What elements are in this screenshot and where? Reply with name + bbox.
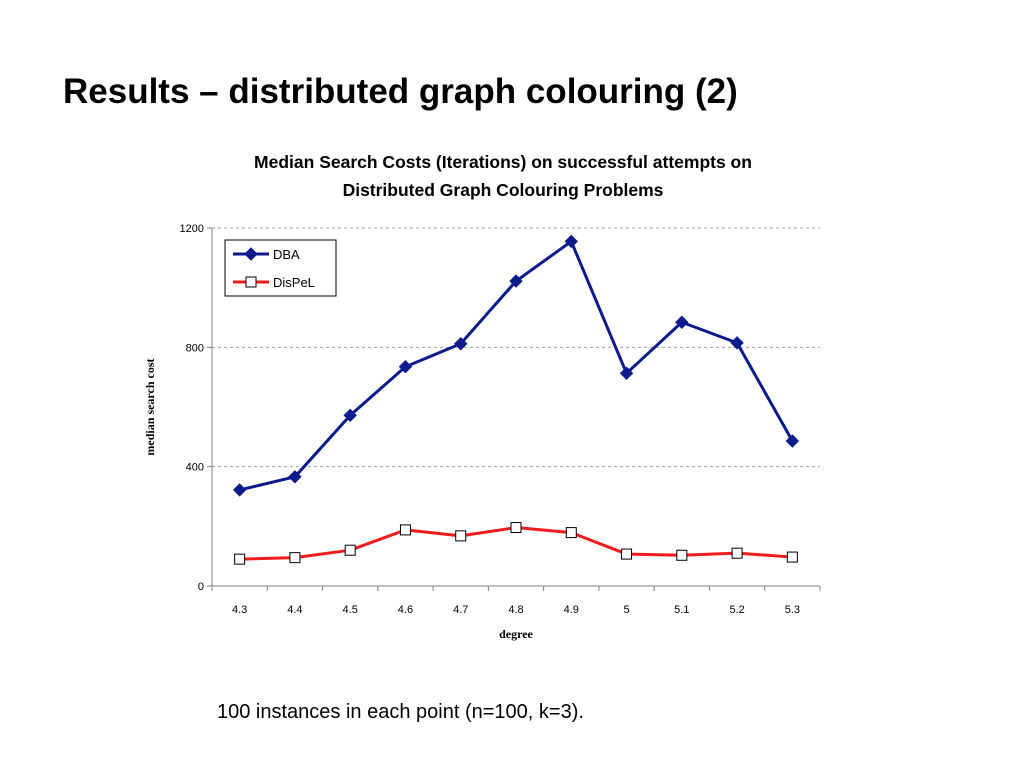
data-point-dba: [730, 336, 744, 350]
data-point-dispel: [234, 553, 246, 565]
data-point-dba: [675, 315, 689, 329]
legend-box: [224, 239, 337, 297]
x-tick-label: 5: [623, 604, 629, 616]
data-point-dispel: [676, 549, 688, 561]
x-tick-label: 5.3: [785, 604, 800, 616]
legend-marker-dispel: [245, 276, 257, 288]
data-point-dispel: [786, 551, 798, 563]
data-point-dispel: [731, 547, 743, 559]
slide-title: Results – distributed graph colouring (2…: [63, 72, 738, 111]
data-point-dispel: [455, 530, 467, 542]
data-point-dba: [288, 470, 302, 484]
x-tick-label: 5.1: [674, 604, 689, 616]
x-axis-label: degree: [499, 627, 533, 641]
x-tick-label: 4.8: [508, 604, 523, 616]
data-point-dispel: [565, 527, 577, 539]
legend-label-dispel: DisPeL: [273, 275, 315, 290]
chart-title: Median Search Costs (Iterations) on succ…: [150, 148, 856, 204]
x-tick-label: 4.4: [287, 604, 302, 616]
data-point-dispel: [344, 544, 356, 556]
chart-title-line-2: Distributed Graph Colouring Problems: [342, 180, 664, 200]
data-point-dba: [619, 366, 634, 380]
data-point-dispel: [289, 552, 301, 564]
data-point-dispel: [399, 524, 411, 536]
x-tick-label: 4.9: [564, 604, 579, 616]
data-point-dba: [398, 360, 413, 374]
chart-title-line-1: Median Search Costs (Iterations) on succ…: [254, 152, 752, 172]
legend-marker-dba: [244, 247, 258, 261]
data-point-dba: [785, 434, 800, 448]
y-tick-label: 400: [186, 462, 204, 474]
data-point-dba: [232, 483, 247, 497]
data-point-dba: [343, 408, 357, 423]
data-point-dispel: [510, 522, 522, 534]
data-point-dba: [509, 274, 523, 288]
legend-label-dba: DBA: [273, 247, 300, 262]
x-tick-label: 5.2: [729, 604, 744, 616]
y-axis-label: median search cost: [143, 358, 157, 455]
x-tick-label: 4.5: [343, 604, 358, 616]
data-point-dba: [454, 337, 468, 351]
data-point-dba: [564, 234, 578, 249]
slide-caption: 100 instances in each point (n=100, k=3)…: [217, 701, 584, 723]
x-tick-label: 4.6: [398, 604, 413, 616]
data-point-dispel: [621, 548, 633, 560]
y-tick-label: 0: [198, 581, 204, 593]
y-tick-label: 1200: [180, 223, 204, 235]
x-tick-label: 4.7: [453, 604, 468, 616]
y-tick-label: 800: [186, 342, 204, 354]
x-tick-label: 4.3: [232, 604, 247, 616]
